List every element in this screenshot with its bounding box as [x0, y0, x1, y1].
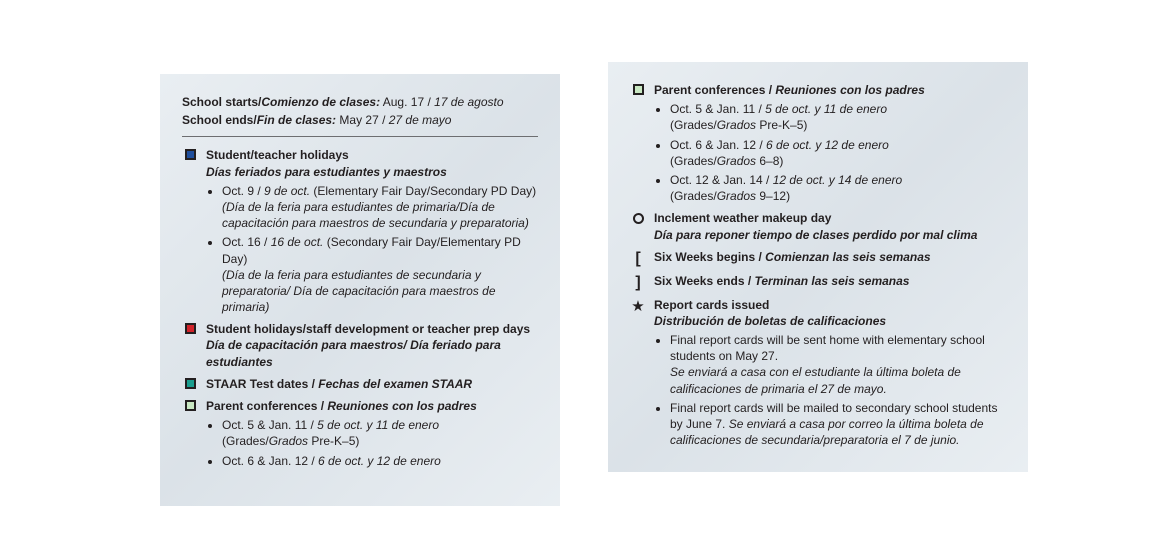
list-item: Oct. 12 & Jan. 14 / 12 de oct. y 14 de e…: [670, 172, 1006, 204]
section-title-es: Distribución de boletas de calificacione…: [654, 313, 1006, 329]
list-item: Final report cards will be sent home wit…: [670, 332, 1006, 397]
section-title-es: Comienzan las seis semanas: [765, 250, 930, 264]
legend-column-1: School starts/Comienzo de clases: Aug. 1…: [160, 74, 560, 506]
section-staar-dates: STAAR Test dates / Fechas del examen STA…: [182, 376, 538, 392]
section-title-en: Student holidays/staff development or te…: [206, 321, 538, 337]
section-title-es: Terminan las seis semanas: [755, 274, 910, 288]
circle-icon: [630, 212, 646, 224]
section-parent-conferences: Parent conferences / Reuniones con los p…: [182, 398, 538, 414]
square-icon: [182, 323, 198, 334]
section-title-en: Six Weeks begins /: [654, 250, 765, 264]
school-starts-date-es: 17 de agosto: [434, 95, 503, 109]
section-title-es: Fechas del examen STAAR: [318, 377, 472, 391]
divider: [182, 136, 538, 137]
list-item: Oct. 9 / 9 de oct. (Elementary Fair Day/…: [222, 183, 538, 232]
school-starts-label-es: Comienzo de clases:: [261, 95, 380, 109]
section-title-en: Student/teacher holidays: [206, 147, 538, 163]
section-title-es: Día de capacitación para maestros/ Día f…: [206, 337, 538, 369]
section-inclement-weather: Inclement weather makeup day Día para re…: [630, 210, 1006, 242]
section-title-es: Reuniones con los padres: [775, 83, 924, 97]
school-starts-label-en: School starts/: [182, 95, 261, 109]
list-item: Oct. 6 & Jan. 12 / 6 de oct. y 12 de ene…: [222, 453, 538, 469]
list-item: Oct. 16 / 16 de oct. (Secondary Fair Day…: [222, 234, 538, 315]
star-icon: ★: [630, 299, 646, 314]
list-item: Oct. 6 & Jan. 12 / 6 de oct. y 12 de ene…: [670, 137, 1006, 169]
section-student-teacher-holidays: Student/teacher holidays Días feriados p…: [182, 147, 538, 179]
section-six-weeks-begins: [ Six Weeks begins / Comienzan las seis …: [630, 249, 1006, 267]
section-title-en: Parent conferences /: [654, 83, 775, 97]
bullet-list: Final report cards will be sent home wit…: [630, 332, 1006, 448]
close-bracket-icon: ]: [630, 275, 646, 291]
bullet-list: Oct. 5 & Jan. 11 / 5 de oct. y 11 de ene…: [630, 101, 1006, 204]
school-ends-date-es: 27 de mayo: [389, 113, 452, 127]
section-title-en: STAAR Test dates /: [206, 377, 318, 391]
school-ends-date-en: May 27 /: [336, 113, 389, 127]
section-title-en: Parent conferences /: [206, 399, 327, 413]
section-title-es: Día para reponer tiempo de clases perdid…: [654, 227, 1006, 243]
section-title-es: Reuniones con los padres: [327, 399, 476, 413]
term-dates: School starts/Comienzo de clases: Aug. 1…: [182, 94, 538, 128]
school-ends-label-en: School ends/: [182, 113, 257, 127]
section-title-en: Inclement weather makeup day: [654, 210, 1006, 226]
section-title-en: Report cards issued: [654, 297, 1006, 313]
legend-column-2: Parent conferences / Reuniones con los p…: [608, 62, 1028, 472]
section-title-en: Six Weeks ends /: [654, 274, 755, 288]
list-item: Oct. 5 & Jan. 11 / 5 de oct. y 11 de ene…: [670, 101, 1006, 133]
school-starts-date-en: Aug. 17 /: [380, 95, 434, 109]
square-icon: [182, 400, 198, 411]
square-icon: [182, 149, 198, 160]
section-title-es: Días feriados para estudiantes y maestro…: [206, 164, 538, 180]
page-root: School starts/Comienzo de clases: Aug. 1…: [0, 0, 1176, 540]
list-item: Final report cards will be mailed to sec…: [670, 400, 1006, 449]
square-icon: [182, 378, 198, 389]
bullet-list: Oct. 9 / 9 de oct. (Elementary Fair Day/…: [182, 183, 538, 316]
open-bracket-icon: [: [630, 251, 646, 267]
section-parent-conferences: Parent conferences / Reuniones con los p…: [630, 82, 1006, 98]
bullet-list: Oct. 5 & Jan. 11 / 5 de oct. y 11 de ene…: [182, 417, 538, 469]
school-ends-label-es: Fin de clases:: [257, 113, 336, 127]
square-icon: [630, 84, 646, 95]
section-report-cards: ★ Report cards issued Distribución de bo…: [630, 297, 1006, 329]
list-item: Oct. 5 & Jan. 11 / 5 de oct. y 11 de ene…: [222, 417, 538, 449]
section-six-weeks-ends: ] Six Weeks ends / Terminan las seis sem…: [630, 273, 1006, 291]
section-staff-development: Student holidays/staff development or te…: [182, 321, 538, 370]
